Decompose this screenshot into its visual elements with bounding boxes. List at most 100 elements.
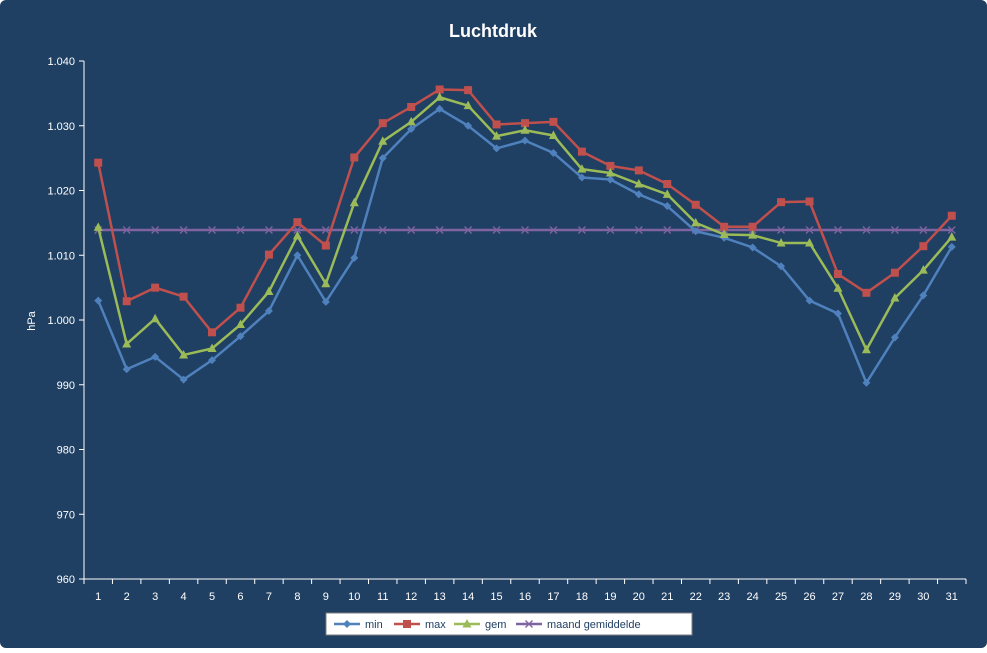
marker-stroke xyxy=(777,226,786,234)
x-tick-label: 1 xyxy=(95,591,101,603)
data-point-max xyxy=(179,292,188,301)
marker-stroke xyxy=(208,226,216,234)
data-point-maand-gemiddelde xyxy=(464,226,473,234)
marker-stroke xyxy=(549,226,558,234)
data-point-min xyxy=(350,253,359,262)
marker-stroke xyxy=(236,226,245,234)
x-tick-label: 30 xyxy=(917,591,929,603)
data-point-min xyxy=(407,124,416,133)
data-point-max xyxy=(833,270,842,279)
data-point-min xyxy=(464,121,473,130)
data-point-gem xyxy=(349,197,359,207)
marker-stroke xyxy=(321,226,330,234)
data-point-gem xyxy=(463,100,473,110)
data-point-max xyxy=(577,147,586,156)
marker-stroke xyxy=(464,226,473,234)
data-point-gem xyxy=(548,130,558,139)
data-point-min xyxy=(179,375,188,384)
data-point-gem xyxy=(776,237,786,247)
data-point-min xyxy=(378,154,387,163)
data-point-maand-gemiddelde xyxy=(834,226,842,234)
data-point-min xyxy=(521,136,529,145)
x-tick-label: 10 xyxy=(348,591,360,603)
data-point-gem xyxy=(492,131,502,140)
legend-item-max: max xyxy=(394,619,446,631)
data-point-maand-gemiddelde xyxy=(407,226,416,234)
data-point-max xyxy=(521,119,529,128)
legend-label: min xyxy=(365,619,383,631)
legend-item-gem: gem xyxy=(454,619,506,631)
x-tick-label: 16 xyxy=(519,591,531,603)
data-point-maand-gemiddelde xyxy=(378,226,387,234)
data-point-maand-gemiddelde xyxy=(634,226,643,234)
marker-stroke xyxy=(805,226,814,234)
data-point-maand-gemiddelde xyxy=(521,226,529,234)
data-point-max xyxy=(720,222,729,231)
data-point-gem xyxy=(435,92,445,101)
data-point-maand-gemiddelde xyxy=(435,226,444,234)
marker-stroke xyxy=(947,226,956,234)
data-point-maand-gemiddelde xyxy=(549,226,558,234)
data-point-max xyxy=(407,102,416,111)
data-point-maand-gemiddelde xyxy=(350,226,359,234)
x-tick-label: 15 xyxy=(490,591,502,603)
x-tick-label: 26 xyxy=(803,591,815,603)
data-point-gem xyxy=(122,338,132,348)
data-point-maand-gemiddelde xyxy=(577,226,586,234)
x-tick-label: 18 xyxy=(576,591,588,603)
y-tick-label: 1.030 xyxy=(47,121,75,133)
data-point-max xyxy=(862,288,871,297)
legend-box xyxy=(325,612,693,636)
x-tick-label: 27 xyxy=(832,591,844,603)
data-point-max xyxy=(378,119,387,128)
x-tick-label: 29 xyxy=(889,591,901,603)
legend-label: gem xyxy=(485,619,506,631)
x-tick-label: 31 xyxy=(946,591,958,603)
data-point-min xyxy=(577,173,586,182)
x-tick-label: 21 xyxy=(661,591,673,603)
data-point-max xyxy=(236,303,245,312)
marker-stroke xyxy=(293,226,302,234)
data-point-max xyxy=(122,297,131,306)
legend: min max gem maand gemiddelde xyxy=(325,612,693,636)
y-tick-label: 980 xyxy=(57,445,75,457)
data-point-min xyxy=(919,291,928,300)
marker-stroke xyxy=(919,226,928,234)
y-tick-labels: 960 970 980 990 1.000 1.010 1.020 1.030 1.040 xyxy=(47,56,84,586)
data-point-min xyxy=(691,227,700,236)
legend-label: maand gemiddelde xyxy=(547,619,641,631)
x-tick-label: 11 xyxy=(377,591,388,603)
data-point-max xyxy=(947,211,956,220)
data-point-min xyxy=(264,306,273,315)
data-point-min xyxy=(833,309,842,318)
data-point-gem xyxy=(805,237,815,247)
data-point-min xyxy=(293,251,302,260)
y-axis-label: hPa xyxy=(26,310,38,330)
data-point-max xyxy=(464,86,473,95)
data-point-gem xyxy=(662,189,672,198)
data-point-gem xyxy=(207,343,217,352)
marker-stroke xyxy=(521,226,529,234)
marker-stroke xyxy=(890,226,899,234)
data-point-max xyxy=(606,161,615,170)
data-point-maand-gemiddelde xyxy=(862,226,871,234)
legend-swatch-marker xyxy=(403,620,411,628)
data-point-gem xyxy=(150,313,160,323)
x-tick-label: 2 xyxy=(124,591,130,603)
data-point-max xyxy=(549,117,558,126)
y-tick-label: 1.010 xyxy=(47,250,75,262)
data-point-gem xyxy=(292,230,302,240)
x-tick-label: 4 xyxy=(181,591,187,603)
data-point-maand-gemiddelde xyxy=(321,226,330,234)
data-point-maand-gemiddelde xyxy=(890,226,899,234)
data-point-min xyxy=(748,243,757,252)
x-tick-labels: 1 2 3 4 5 6 7 8 9 10 11 12 13 14 15 16 17 18 19 20 21 22 23 24 2… xyxy=(83,579,967,603)
x-tick-label: 25 xyxy=(775,591,787,603)
data-point-max xyxy=(777,198,786,207)
marker-stroke xyxy=(264,226,273,234)
x-tick-label: 12 xyxy=(405,591,417,603)
data-point-max xyxy=(293,218,302,227)
data-point-gem xyxy=(378,136,388,145)
